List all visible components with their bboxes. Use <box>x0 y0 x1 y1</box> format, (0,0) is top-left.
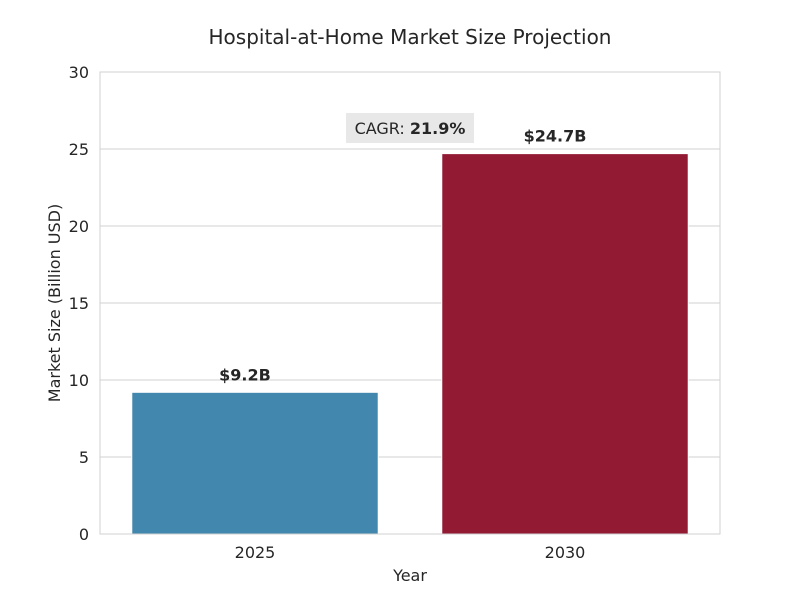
y-tick-label: 15 <box>69 294 89 313</box>
y-tick-label: 30 <box>69 63 89 82</box>
cagr-annotation-text: CAGR: 21.9% <box>355 119 466 138</box>
x-tick-label: 2025 <box>235 543 276 562</box>
cagr-annotation: CAGR: 21.9% <box>346 113 474 143</box>
data-label-2025: $9.2B <box>219 365 271 384</box>
bar-2025 <box>131 391 379 535</box>
y-tick-label: 0 <box>79 525 89 544</box>
cagr-value: 21.9% <box>410 119 466 138</box>
bars <box>131 153 689 535</box>
y-tick-label: 5 <box>79 448 89 467</box>
cagr-annotation-box <box>346 113 474 143</box>
y-tick-label: 25 <box>69 140 89 159</box>
chart-title: Hospital-at-Home Market Size Projection <box>209 25 612 49</box>
x-tick-label: 2030 <box>545 543 586 562</box>
data-label-2030: $24.7B <box>524 127 587 146</box>
x-axis-label: Year <box>392 566 427 585</box>
y-axis-label: Market Size (Billion USD) <box>45 204 64 402</box>
bar-2030 <box>441 153 689 535</box>
y-tick-label: 10 <box>69 371 89 390</box>
y-axis-ticks: 0 5 10 15 20 25 30 <box>69 63 89 544</box>
plot-frame <box>99 71 721 535</box>
y-tick-label: 20 <box>69 217 89 236</box>
data-labels: $9.2B $24.7B <box>219 127 586 385</box>
cagr-prefix: CAGR: <box>355 119 410 138</box>
x-axis-ticks: 2025 2030 <box>235 543 586 562</box>
